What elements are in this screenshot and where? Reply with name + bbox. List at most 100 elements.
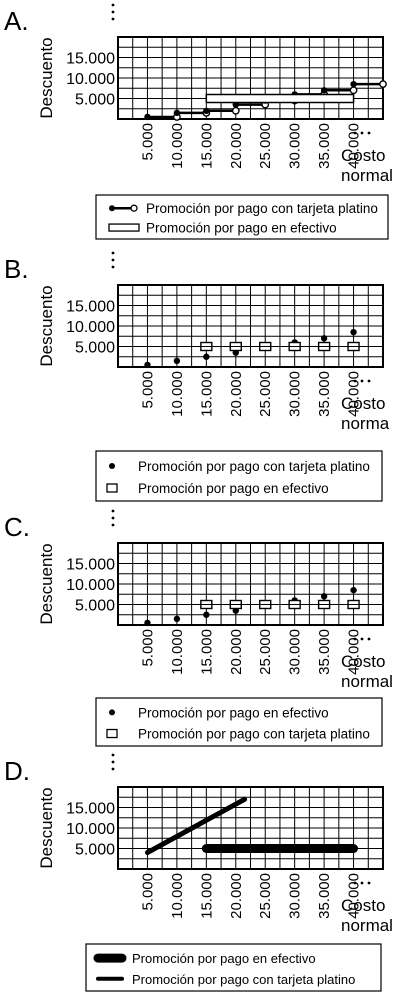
y-tick-label: 10.000 [66,71,115,88]
legend-marker [130,204,138,212]
ellipsis-dot [360,637,364,641]
x-tick-label: 20.000 [228,123,245,169]
ellipsis-dot [111,3,115,7]
data-point [173,357,181,365]
grid [118,787,383,869]
ellipsis-dot [111,516,115,520]
data-point-filled [320,87,328,94]
grid [118,37,383,119]
option-d-chart: D. 5.000 10.000 15.000 Descuento 5.000 10.000 1… [0,750,396,998]
ellipsis-dot [111,760,115,764]
data-point [144,361,151,369]
x-tick-label: 15.000 [198,371,215,417]
series-1 [200,341,360,352]
series-1 [200,599,360,610]
x-axis-label: normal [341,672,393,691]
legend-label: Promoción por pago con tarjeta platino [138,459,370,474]
x-tick-label: 40.000 [346,629,363,675]
ellipsis-dot [367,881,371,885]
x-tick-label: 15.000 [198,629,215,675]
x-tick-label: 20.000 [228,629,245,675]
ellipsis-dot [111,753,115,757]
plot-frame [117,284,384,368]
x-tick-label: 25.000 [257,873,274,919]
x-tick-label: 25.000 [257,629,274,675]
y-tick-label: 5.000 [75,842,115,859]
x-axis-label: Costo [341,652,385,671]
legend-label: Promoción por pago en efectivo [132,951,316,966]
x-tick-label: 10.000 [169,371,186,417]
legend-label: Promoción por pago con tarjeta platino [146,201,378,216]
y-tick-label: 15.000 [66,299,115,316]
x-tick-label: 10.000 [169,123,186,169]
legend-label: Promoción por pago en efectivo [138,481,329,496]
option-a-chart: A. 5.000 10.000 15.000 Descuento 5.000 10.000 1… [0,0,396,246]
x-tick-label: 5.000 [139,371,156,409]
data-point-filled [173,109,181,117]
ellipsis-dot [111,258,115,262]
legend-label: Promoción por pago con tarjeta platino [138,727,370,742]
data-point [144,619,151,627]
legend-marker [106,728,118,739]
legend-label: Promoción por pago en efectivo [146,221,337,236]
x-tick-label: 5.000 [139,123,156,161]
option-label: C. [4,512,30,542]
x-axis-label: norma [341,414,390,433]
legend-marker [108,223,140,232]
option-c-chart: C. 5.000 10.000 15.000 Descuento 5.000 10.000 1… [0,506,396,750]
x-axis-label: Costo [341,146,385,165]
ellipsis-dot [111,17,115,21]
legend-marker [106,483,118,493]
grid [118,543,383,625]
x-tick-label: 5.000 [139,873,156,911]
x-tick-label: 30.000 [287,123,304,169]
x-tick-label: 40.000 [346,873,363,919]
data-point [203,353,210,360]
ellipsis-dot [353,131,357,135]
legend: Promoción por pago en efectivo Promoción … [95,697,383,747]
ellipsis-dot [353,637,357,641]
series-1 [144,796,248,856]
legend: Promoción por pago en efectivo Promoción … [85,943,382,992]
x-tick-label: 15.000 [198,123,215,169]
legend: Promoción por pago con tarjeta platino Pr… [95,450,383,502]
data-point-open [379,80,387,89]
y-axis-label: Descuento [37,37,56,118]
ellipsis-dot [111,251,115,255]
plot-frame [117,542,384,626]
y-axis-label: Descuento [37,543,56,624]
data-point-filled [144,113,151,121]
x-tick-label: 35.000 [316,371,333,417]
y-tick-label: 5.000 [75,340,115,357]
y-tick-label: 10.000 [66,821,115,838]
x-tick-label: 25.000 [257,371,274,417]
x-tick-label: 25.000 [257,123,274,169]
ellipsis-dot [111,10,115,14]
ellipsis-dot [367,379,371,383]
ellipsis-dot [360,131,364,135]
trend-line [144,796,248,856]
y-tick-label: 5.000 [75,92,115,109]
series-1 [205,93,355,104]
x-tick-label: 35.000 [316,123,333,169]
ellipsis-dot [111,767,115,771]
x-axis-label: Costo [341,896,385,915]
ellipsis-dot [111,265,115,269]
data-point-open [349,86,358,95]
y-tick-label: 10.000 [66,577,115,594]
legend: Promoción por pago con tarjeta platino Pr… [95,194,389,240]
data-point [320,335,328,342]
x-tick-label: 40.000 [346,371,363,417]
y-tick-label: 5.000 [75,598,115,615]
ellipsis-dot [367,637,371,641]
data-point [350,586,357,594]
data-point-open [231,106,240,115]
ellipsis-dot [111,509,115,513]
legend-label: Promoción por pago en efectivo [138,705,329,720]
y-tick-label: 10.000 [66,319,115,336]
ellipsis-dot [353,881,357,885]
option-label: A. [4,6,29,36]
x-tick-label: 40.000 [346,123,363,169]
data-point-filled [203,107,210,115]
legend-marker [109,205,115,212]
